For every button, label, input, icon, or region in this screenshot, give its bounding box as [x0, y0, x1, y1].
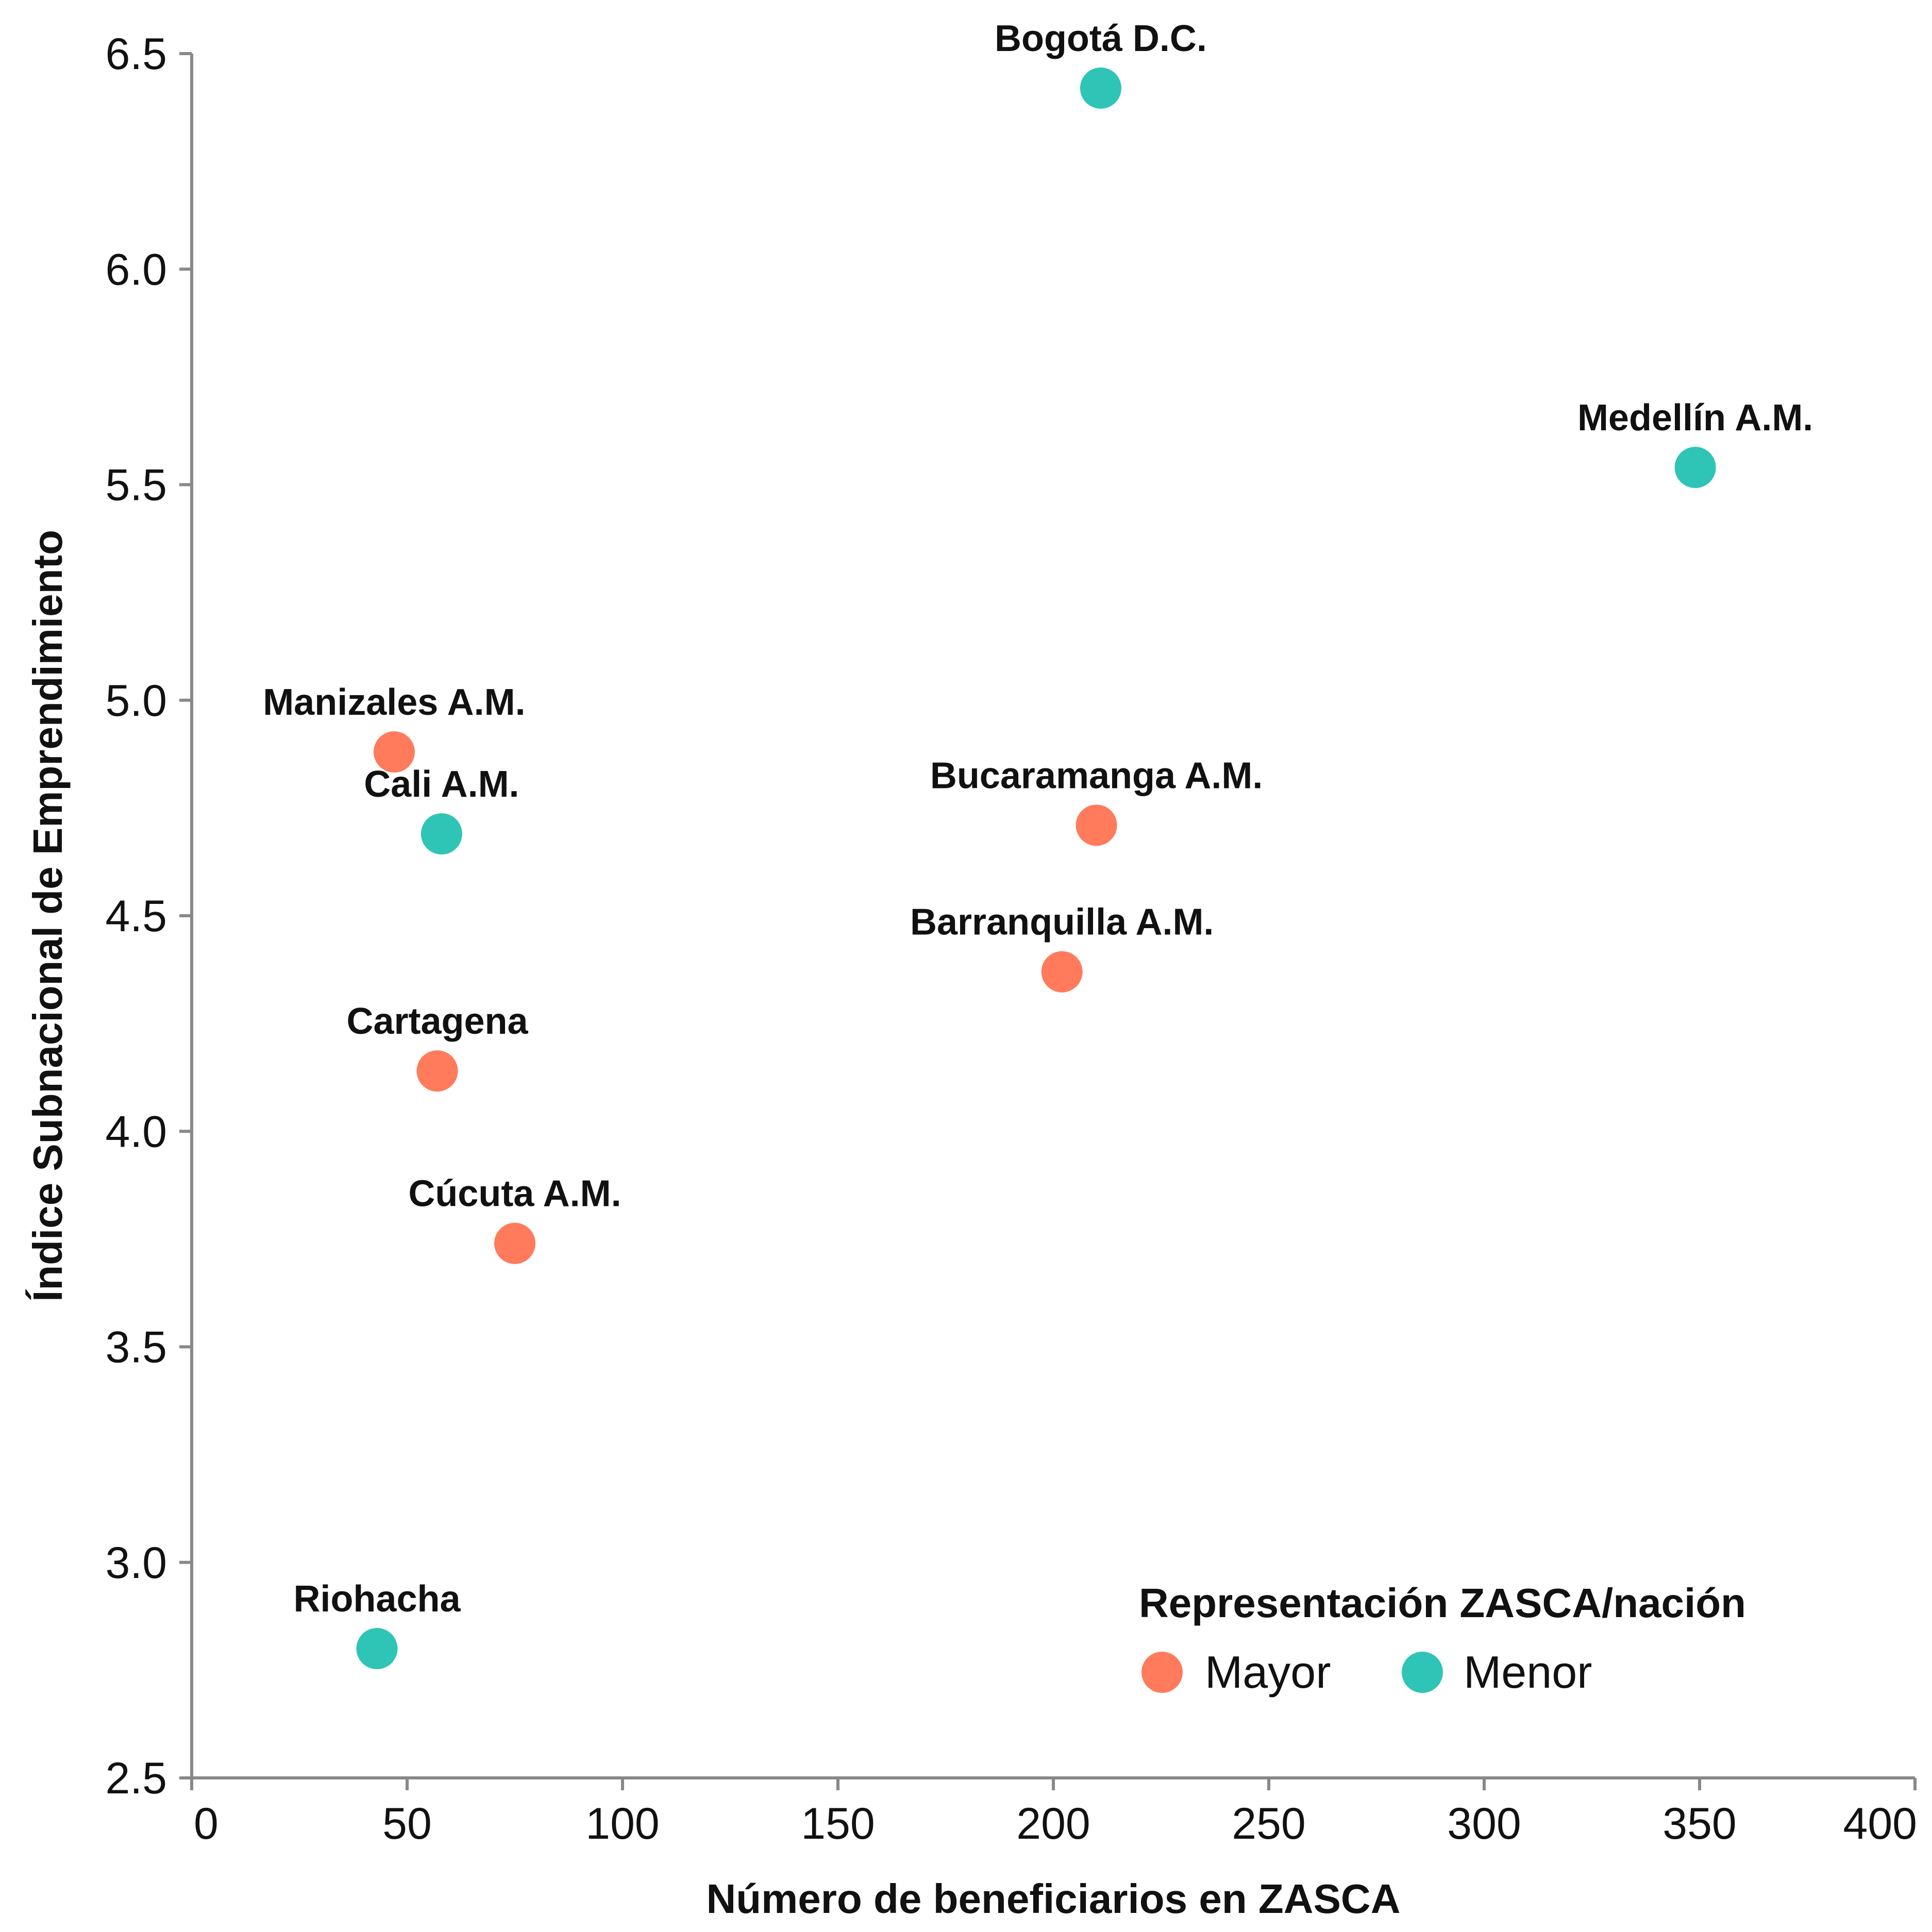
y-tick-label: 5.0 — [105, 676, 167, 726]
point-label-riohacha: Riohacha — [293, 1578, 461, 1620]
axes: 2.5 3.0 3.5 4.0 4.5 5.0 5.5 6.0 6.5 0 50 100 150 200 2… — [25, 29, 1917, 1922]
y-tick-label: 3.5 — [105, 1323, 167, 1372]
y-tick-label: 6.0 — [105, 245, 167, 294]
point-label-bucaramanga-a-m: Bucaramanga A.M. — [930, 755, 1263, 796]
x-tick-label: 150 — [801, 1799, 875, 1849]
x-tick-label: 200 — [1016, 1799, 1090, 1849]
point-cartagena — [416, 1050, 458, 1092]
point-barranquilla-a-m — [1041, 951, 1083, 993]
point-medellin-a-m — [1674, 447, 1716, 489]
y-tick-label: 3.0 — [105, 1538, 167, 1588]
point-cali-a-m — [421, 813, 462, 855]
point-bucaramanga-a-m — [1076, 804, 1117, 846]
legend-swatch-menor — [1402, 1652, 1443, 1693]
point-label-manizales-a-m: Manizales A.M. — [263, 682, 525, 723]
x-tick-label: 0 — [194, 1799, 219, 1849]
point-label-cartagena: Cartagena — [346, 1001, 528, 1042]
x-tick-label: 50 — [382, 1799, 432, 1849]
y-tick-label: 2.5 — [105, 1754, 167, 1803]
x-tick-label: 100 — [585, 1799, 660, 1849]
legend-label-mayor: Mayor — [1205, 1647, 1331, 1698]
y-axis-title: Índice Subnacional de Emprendimiento — [25, 530, 71, 1302]
point-cucuta-a-m — [494, 1222, 535, 1264]
x-tick-label: 250 — [1232, 1799, 1306, 1849]
point-bogota-d-c — [1080, 67, 1121, 109]
y-tick-label: 6.5 — [105, 29, 167, 79]
point-label-barranquilla-a-m: Barranquilla A.M. — [910, 902, 1214, 943]
point-label-cucuta-a-m: Cúcuta A.M. — [408, 1173, 621, 1215]
legend-label-menor: Menor — [1464, 1647, 1592, 1698]
y-tick-label: 4.5 — [105, 892, 167, 941]
legend: Representación ZASCA/nación Mayor Menor — [1139, 1580, 1746, 1698]
point-label-medellin-a-m: Medellín A.M. — [1577, 397, 1813, 439]
legend-title: Representación ZASCA/nación — [1139, 1580, 1746, 1626]
legend-swatch-mayor — [1141, 1652, 1183, 1693]
y-tick-label: 4.0 — [105, 1107, 167, 1156]
point-riohacha — [356, 1628, 398, 1670]
data-points: Bogotá D.C. Medellín A.M. Manizales A.M. Ca… — [263, 18, 1813, 1670]
x-tick-label: 350 — [1662, 1799, 1737, 1849]
x-axis-title: Número de beneficiarios en ZASCA — [707, 1876, 1401, 1922]
y-tick-label: 5.5 — [105, 461, 167, 510]
x-tick-label: 400 — [1843, 1799, 1918, 1849]
point-label-cali-a-m: Cali A.M. — [364, 764, 519, 805]
x-tick-label: 300 — [1447, 1799, 1521, 1849]
point-label-bogota-d-c: Bogotá D.C. — [995, 18, 1207, 59]
point-manizales-a-m — [373, 731, 415, 773]
